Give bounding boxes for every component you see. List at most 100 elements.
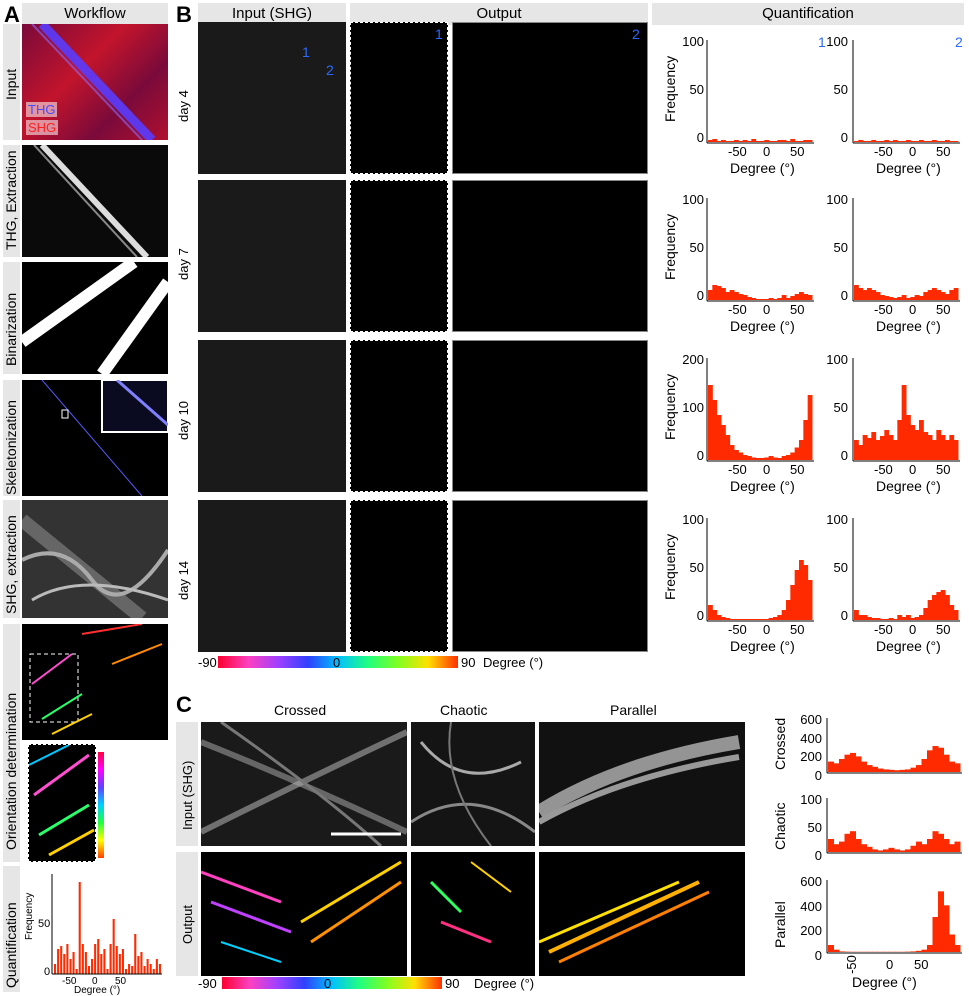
- hist-bar: [897, 420, 903, 460]
- hist-bar: [945, 140, 950, 142]
- step-label-input: Input: [3, 68, 19, 100]
- b-xtick: 50: [790, 462, 805, 477]
- hist-bar: [721, 617, 726, 620]
- c-row-output: Output: [180, 904, 195, 944]
- b-ytick-left: 0: [696, 608, 704, 623]
- hist-bar: [953, 440, 959, 460]
- b-xlabel: Degree (°): [876, 160, 941, 176]
- hist-bar: [729, 141, 735, 142]
- c-ytick: 400: [800, 730, 822, 746]
- c-col-chaotic: Chaotic: [440, 702, 488, 718]
- b-xtick: 0: [763, 144, 771, 159]
- hist-bar: [954, 841, 961, 852]
- hist-bar: [919, 615, 924, 620]
- step-label-skeleton: Skeletonization: [3, 400, 19, 495]
- hist-bar: [755, 299, 761, 300]
- hist-bar: [786, 298, 791, 300]
- hist-bar: [751, 619, 757, 620]
- hist-bar: [54, 964, 57, 974]
- b-ytick-left: 50: [689, 240, 704, 255]
- hist-bar: [708, 385, 713, 460]
- b-xtick: -50: [728, 302, 747, 317]
- hist-bar: [901, 141, 907, 142]
- hist-bar: [953, 610, 959, 620]
- hist-bar: [877, 768, 884, 772]
- hist-bar: [871, 140, 877, 142]
- hist-bar: [708, 290, 713, 300]
- b-output-zoom-2: [452, 500, 648, 652]
- b-ytick-right: 0: [840, 130, 848, 145]
- b-ytick-left: 100: [682, 34, 704, 49]
- b-xtick: -50: [728, 144, 747, 159]
- hist-bar: [799, 141, 804, 142]
- hist-bar: [768, 141, 774, 142]
- c-parallel-output-image: [539, 852, 745, 976]
- hist-bar: [867, 288, 872, 300]
- hist-bar: [936, 141, 942, 142]
- b-ytick-right: 50: [833, 240, 848, 255]
- c-ytick: 600: [800, 712, 822, 727]
- hist-bar: [906, 298, 911, 300]
- hist-bar: [155, 959, 158, 974]
- hist-bar: [938, 747, 944, 772]
- hist-bar: [884, 619, 890, 620]
- hist-bar: [923, 608, 929, 620]
- hist-bar: [861, 761, 867, 772]
- hist-bar: [742, 619, 748, 620]
- hist-bar: [839, 951, 845, 952]
- hist-bar: [807, 580, 813, 620]
- hist-bar: [115, 946, 118, 974]
- c-colorbar-max: 90: [445, 976, 460, 991]
- hist-bar: [884, 296, 890, 300]
- hist-bar: [875, 141, 881, 142]
- b-xlabel: Degree (°): [876, 478, 941, 494]
- c-ytick: 50: [807, 820, 822, 835]
- day-label: day 14: [176, 560, 191, 600]
- a-hist-xtick-neg50: -50: [62, 976, 77, 987]
- hist-bar: [803, 140, 809, 142]
- b-xtick: 50: [936, 622, 951, 637]
- hist-bar: [940, 141, 946, 142]
- b-xtick: -50: [728, 622, 747, 637]
- binarization-image: [22, 262, 168, 374]
- b-ytick-right: 0: [840, 288, 848, 303]
- hist-bar: [742, 295, 748, 300]
- hist-bar: [855, 756, 862, 772]
- hist-bar: [131, 966, 134, 974]
- side-bar-thg: [3, 145, 20, 257]
- hist-bar: [866, 846, 873, 852]
- hist-bar: [923, 432, 929, 460]
- hist-bar: [839, 841, 845, 852]
- hist-bar: [747, 297, 752, 300]
- hist-bar: [921, 949, 928, 952]
- hist-bar: [906, 415, 911, 460]
- b-output-zoom-1: [350, 180, 448, 332]
- hist-bar: [943, 839, 950, 852]
- hist-bar: [751, 457, 757, 460]
- hist-bar: [78, 882, 81, 974]
- hist-bar: [112, 919, 115, 974]
- step-label-shg: SHG, extraction: [3, 515, 19, 614]
- c-crossed-output-image: [201, 852, 407, 976]
- hist-bar: [747, 141, 752, 142]
- hist-bar: [921, 759, 928, 772]
- hist-bar: [858, 615, 864, 620]
- c-ytick: 100: [800, 792, 822, 807]
- hist-bar: [867, 438, 872, 460]
- b-xtick: 0: [763, 622, 771, 637]
- hist-bar: [893, 140, 898, 142]
- b-xtick: 0: [909, 462, 917, 477]
- hist-bar: [949, 934, 955, 952]
- hist-bar: [152, 969, 155, 974]
- b-xtick: 0: [763, 462, 771, 477]
- hist-bar: [893, 440, 898, 460]
- b-ylabel: Frequency: [662, 533, 678, 600]
- hist-bar: [764, 140, 770, 142]
- hist-bar: [721, 425, 726, 460]
- c-col-crossed: Crossed: [274, 702, 327, 718]
- hist-bar: [729, 619, 735, 620]
- hist-bar: [949, 141, 955, 142]
- hist-bar: [910, 767, 917, 772]
- step-label-orientation: Orientation determination: [3, 692, 19, 850]
- step-label-thg: THG, Extraction: [3, 150, 19, 250]
